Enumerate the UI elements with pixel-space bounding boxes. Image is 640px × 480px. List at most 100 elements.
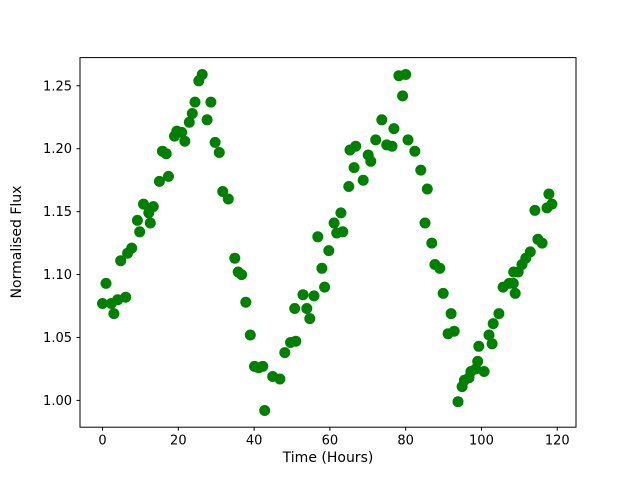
data-point [328,217,340,229]
data-point [120,291,132,303]
data-point [319,281,331,293]
data-point [507,277,519,289]
data-point [337,226,349,238]
data-point [421,183,433,195]
data-point [348,162,360,174]
y-tick-label: 1.20 [43,142,72,157]
data-point [397,90,409,102]
data-point [509,287,521,299]
data-point [415,164,427,176]
data-point [209,136,221,148]
data-point [335,207,347,219]
data-point [289,303,301,314]
plot-border [79,57,577,428]
data-point [176,126,188,138]
data-point [543,188,555,200]
data-point [350,140,362,152]
data-point [529,204,541,216]
data-point [486,338,498,350]
data-point [388,123,400,135]
data-point [97,298,108,309]
data-point [472,355,484,367]
y-tick-label: 1.15 [43,205,72,220]
y-axis-label: Normalised Flux [9,185,25,299]
data-point [115,255,127,267]
data-point [222,193,234,205]
data-point [487,318,499,330]
x-tick-label: 0 [98,434,106,449]
data-point [217,186,229,197]
data-point [483,329,495,341]
data-point [357,174,369,186]
data-point [437,287,449,299]
data-point [183,116,195,128]
data-point [229,252,241,264]
data-point [189,96,201,108]
y-tick-label: 1.00 [43,394,72,409]
data-point [365,155,377,167]
data-point [147,201,159,213]
data-point [524,246,536,258]
data-point [163,170,174,182]
data-point [196,69,208,80]
data-point [473,340,485,352]
data-point [274,373,286,385]
data-point [279,347,291,359]
data-point [301,303,313,314]
data-point [160,148,172,160]
data-point [536,237,548,249]
data-point [312,231,324,243]
x-tick-label: 120 [545,434,570,449]
x-axis-label: Time (Hours) [282,450,374,466]
data-point [138,198,149,210]
data-point [134,226,146,238]
data-point [144,217,156,229]
data-point [186,108,198,119]
data-point [316,262,328,274]
data-point [240,296,252,308]
data-point [201,114,213,126]
x-tick-label: 20 [170,434,187,449]
data-point [452,396,464,408]
data-point [493,308,505,320]
data-point [304,313,316,325]
data-point [376,114,388,126]
data-point [370,134,382,146]
data-point [400,69,412,80]
data-point [257,360,269,372]
data-point [131,214,143,226]
data-point [297,289,309,301]
data-point [419,217,431,229]
data-point [205,96,217,108]
data-point [448,325,460,337]
data-point [290,335,302,347]
data-point [179,135,191,147]
data-point [308,290,320,302]
data-point [213,147,225,158]
data-point [259,405,271,416]
data-point [343,181,355,192]
data-point [409,145,421,157]
data-point [153,175,165,187]
x-tick-label: 40 [246,434,263,449]
data-point [445,308,457,320]
data-point [323,245,335,257]
data-point [126,242,138,254]
data-point [434,262,446,274]
data-point [108,308,120,320]
data-point [386,140,398,152]
data-point [402,134,414,146]
x-tick-label: 60 [322,434,339,449]
data-point [244,329,256,341]
y-tick-label: 1.25 [43,79,72,94]
y-tick-label: 1.10 [43,268,72,283]
data-point [546,198,558,210]
x-tick-label: 100 [469,434,494,449]
y-tick-label: 1.05 [43,331,72,346]
data-point [236,269,248,281]
x-tick-label: 80 [397,434,414,449]
data-point [100,277,112,289]
data-point [426,237,438,249]
